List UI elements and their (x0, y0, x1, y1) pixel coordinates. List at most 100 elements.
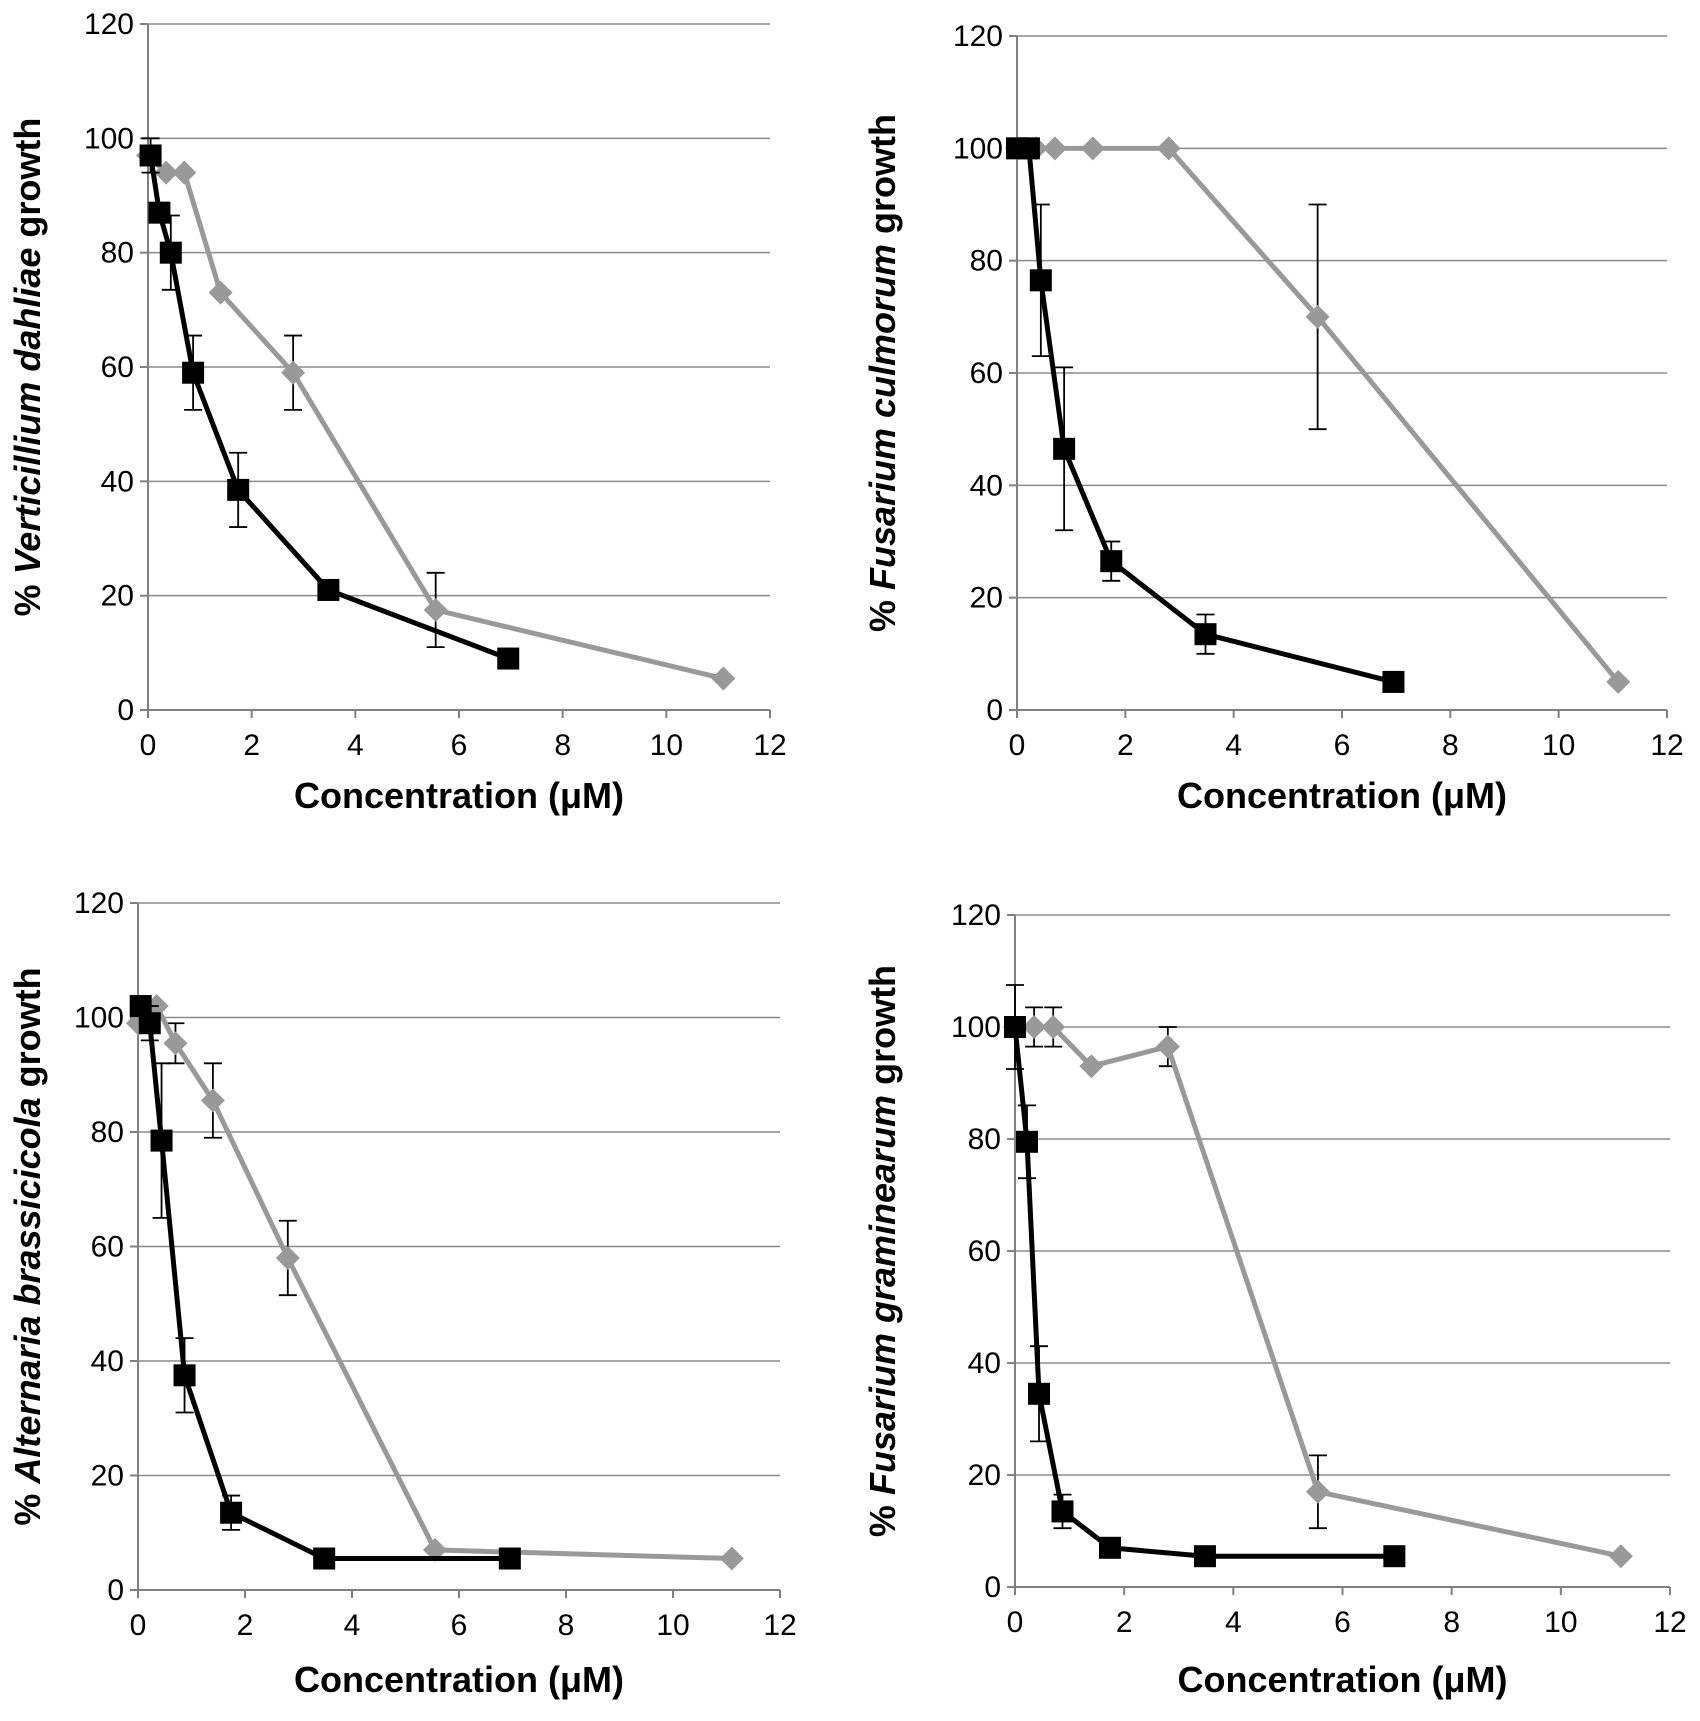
y-tick-label: 0 (117, 694, 134, 727)
data-point-square (138, 1012, 161, 1035)
y-axis-title-part: Fusarium culmorum (862, 244, 903, 590)
data-point-square (173, 1364, 196, 1387)
data-point-square (1029, 269, 1052, 292)
x-tick-label: 10 (1544, 1606, 1577, 1639)
y-axis-title: % Alternaria brassicicola growth (7, 967, 48, 1525)
y-tick-label: 100 (951, 1011, 1001, 1044)
data-point-square (227, 478, 250, 501)
y-tick-label: 120 (84, 8, 134, 41)
y-tick-label: 20 (91, 1460, 124, 1493)
x-tick-label: 0 (1009, 729, 1026, 762)
y-axis-title-part: Verticillium dahliae (7, 248, 48, 575)
series-line-black-square (1017, 145, 1395, 685)
x-tick-label: 0 (130, 1609, 147, 1642)
data-point-diamond (172, 160, 197, 185)
data-point-diamond (208, 280, 233, 305)
y-tick-label: 120 (953, 20, 1003, 53)
y-tick-label: 60 (970, 357, 1003, 390)
data-point-square (313, 1547, 336, 1570)
x-axis-title: Concentration (μM) (294, 775, 624, 816)
data-point-diamond (1042, 136, 1067, 161)
x-tick-label: 2 (1117, 729, 1134, 762)
data-point-diamond (1305, 304, 1330, 329)
data-point-diamond (163, 1031, 188, 1056)
y-tick-label: 0 (986, 694, 1003, 727)
y-axis-title-part: Alternaria brassicicola (7, 1097, 48, 1484)
data-point-square (1098, 1536, 1121, 1559)
x-tick-label: 4 (1225, 729, 1242, 762)
data-point-square (1053, 437, 1076, 460)
data-point-square (148, 201, 171, 224)
data-point-square (150, 1129, 173, 1152)
x-tick-label: 2 (1116, 1606, 1133, 1639)
data-point-diamond (1041, 1015, 1066, 1039)
y-tick-label: 60 (91, 1231, 124, 1264)
data-point-diamond (1608, 1544, 1633, 1569)
y-axis-title-part: growth (7, 118, 48, 248)
x-tick-label: 4 (1225, 1606, 1242, 1639)
y-tick-label: 20 (968, 1459, 1001, 1492)
data-point-square (220, 1501, 243, 1524)
data-point-square (317, 578, 340, 601)
data-point-diamond (1156, 136, 1181, 161)
series-line-black-square (1012, 1026, 1395, 1559)
y-tick-label: 100 (953, 132, 1003, 165)
x-tick-label: 10 (650, 729, 683, 762)
data-point-diamond (423, 597, 448, 622)
x-axis-title: Concentration (μM) (1178, 1659, 1508, 1700)
data-point-diamond (719, 1546, 744, 1571)
y-tick-label: 80 (970, 245, 1003, 278)
x-tick-label: 12 (1650, 729, 1683, 762)
y-tick-label: 60 (101, 351, 134, 384)
data-point-square (498, 1547, 521, 1570)
x-tick-label: 0 (140, 729, 157, 762)
data-point-square (497, 647, 520, 670)
y-tick-label: 0 (984, 1571, 1001, 1604)
y-tick-label: 100 (84, 122, 134, 155)
data-point-diamond (1606, 669, 1631, 694)
x-tick-label: 12 (763, 1609, 796, 1642)
x-tick-label: 8 (554, 729, 571, 762)
data-point-square (182, 361, 205, 384)
chart-panel: 0 20 40 60 80 100 120 0 2 4 6 8 10 12 Concentration (μ… (862, 899, 1687, 1700)
y-tick-label: 20 (101, 580, 134, 613)
y-axis-title: % Fusarium graminearum growth (862, 965, 903, 1537)
y-axis-title: % Verticillium dahliae growth (7, 118, 48, 617)
data-point-square (1051, 1500, 1074, 1523)
x-tick-label: 8 (558, 1609, 575, 1642)
x-tick-label: 4 (344, 1609, 361, 1642)
y-axis-title-part: % (7, 574, 48, 616)
x-tick-label: 10 (656, 1609, 689, 1642)
y-tick-label: 120 (951, 899, 1001, 932)
x-tick-label: 0 (1007, 1606, 1024, 1639)
y-axis-title-part: growth (7, 967, 48, 1097)
y-tick-label: 80 (101, 237, 134, 270)
x-tick-label: 6 (451, 1609, 468, 1642)
x-tick-label: 2 (243, 729, 260, 762)
data-point-square (1194, 623, 1217, 646)
data-point-diamond (1305, 1479, 1330, 1504)
y-tick-label: 20 (970, 582, 1003, 615)
y-axis-title-part: Fusarium graminearum (862, 1095, 903, 1495)
data-point-square (1017, 137, 1040, 160)
y-tick-label: 0 (107, 1574, 124, 1607)
chart-panel: 0 20 40 60 80 100 120 0 2 4 6 8 10 12 Concentration (μ… (7, 887, 797, 1700)
x-tick-label: 8 (1442, 729, 1459, 762)
y-axis-title: % Fusarium culmorum growth (862, 114, 903, 632)
data-point-diamond (711, 666, 736, 691)
data-point-diamond (1155, 1034, 1180, 1059)
data-point-square (1100, 550, 1123, 573)
y-axis-title-part: growth (862, 114, 903, 244)
y-tick-label: 80 (968, 1123, 1001, 1156)
data-point-diamond (1022, 1015, 1047, 1039)
data-point-square (1382, 670, 1405, 693)
x-tick-label: 6 (1334, 1606, 1351, 1639)
data-point-square (1193, 1545, 1216, 1568)
chart-panel: 0 20 40 60 80 100 120 0 2 4 6 8 10 12 Concentration (μ… (7, 8, 787, 816)
data-point-square (1004, 1016, 1026, 1038)
data-point-diamond (154, 160, 179, 185)
y-tick-label: 60 (968, 1235, 1001, 1268)
x-tick-label: 8 (1443, 1606, 1460, 1639)
data-point-diamond (275, 1245, 300, 1270)
